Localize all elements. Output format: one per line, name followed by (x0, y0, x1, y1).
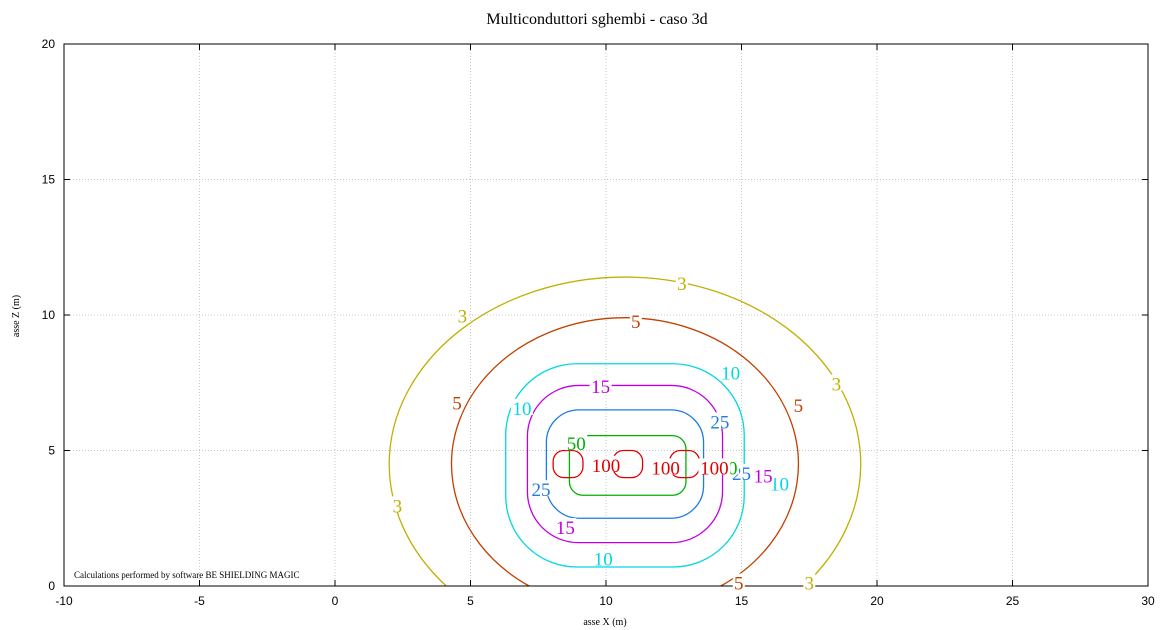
x-tick-label: 20 (870, 594, 884, 608)
contour-labels: 3333355551010101015151525252550501001001… (391, 274, 843, 595)
contour-label-bg (450, 393, 463, 410)
contour-label-bg (698, 458, 731, 475)
chart-title: Multiconduttori sghembi - caso 3d (486, 11, 707, 28)
contour-label-bg (529, 480, 552, 497)
contour-label-100: 100 (592, 456, 621, 477)
contour-label-50: 50 (567, 434, 586, 455)
contour-label-5: 5 (734, 574, 744, 595)
contour-label-10: 10 (594, 549, 613, 570)
contour-label-15: 15 (754, 467, 773, 488)
contour-label-bg (803, 573, 816, 590)
contour-label-3: 3 (805, 574, 815, 595)
x-tick-label: 10 (599, 594, 613, 608)
y-tick-label: 5 (48, 444, 55, 458)
x-tick-label: 25 (1006, 594, 1020, 608)
contour-label-bg (649, 458, 682, 475)
contour-label-bg (675, 274, 688, 291)
y-tick-label: 15 (42, 173, 56, 187)
contour-label-5: 5 (631, 312, 641, 333)
x-tick-label: -10 (55, 594, 73, 608)
contour-label-3: 3 (832, 374, 842, 395)
x-tick-label: 30 (1141, 594, 1155, 608)
y-axis-label: asse Z (m) (11, 295, 22, 337)
contour-label-25: 25 (531, 480, 550, 501)
contour-label-bg (752, 466, 775, 483)
contour-label-bg (830, 374, 843, 391)
contour-label-10: 10 (770, 475, 789, 496)
credit-note: Calculations performed by software BE SH… (74, 570, 299, 580)
contour-line-50 (568, 434, 687, 496)
y-tick-label: 10 (42, 308, 56, 322)
contour-label-10: 10 (512, 399, 531, 420)
x-tick-label: 0 (332, 594, 339, 608)
grid-lines (64, 44, 1148, 586)
contour-label-3: 3 (458, 307, 468, 328)
contour-line-3 (388, 276, 862, 587)
contour-label-bg (554, 518, 577, 535)
contour-line-100 (552, 449, 584, 479)
contour-label-bg (719, 363, 742, 380)
x-tick-label: 5 (467, 594, 474, 608)
contour-label-bg (629, 312, 642, 329)
y-tick-label: 20 (42, 37, 56, 51)
contour-label-bg (708, 412, 731, 429)
x-axis-label: asse X (m) (583, 617, 626, 628)
contour-label-10: 10 (721, 364, 740, 385)
contour-label-bg (565, 434, 588, 451)
contour-label-bg (792, 396, 805, 413)
contour-label-15: 15 (591, 377, 610, 398)
contour-label-bg (456, 306, 469, 323)
contour-label-15: 15 (556, 518, 575, 539)
contour-curves (388, 276, 862, 587)
y-tick-label: 0 (48, 579, 55, 593)
contour-label-3: 3 (677, 274, 687, 295)
x-tick-label: 15 (735, 594, 749, 608)
contour-label-5: 5 (794, 396, 804, 417)
contour-label-100: 100 (651, 458, 680, 479)
contour-label-bg (590, 455, 622, 472)
contour-label-bg (589, 377, 612, 394)
x-tick-label: -5 (194, 594, 205, 608)
contour-label-bg (391, 496, 404, 513)
contour-label-3: 3 (393, 496, 403, 517)
contour-label-bg (510, 398, 533, 415)
contour-label-100: 100 (700, 458, 729, 479)
contour-label-bg (732, 573, 745, 590)
contour-label-25: 25 (710, 412, 729, 433)
contour-label-5: 5 (452, 393, 462, 414)
contour-label-bg (592, 549, 615, 566)
contour-line-5 (450, 317, 800, 587)
